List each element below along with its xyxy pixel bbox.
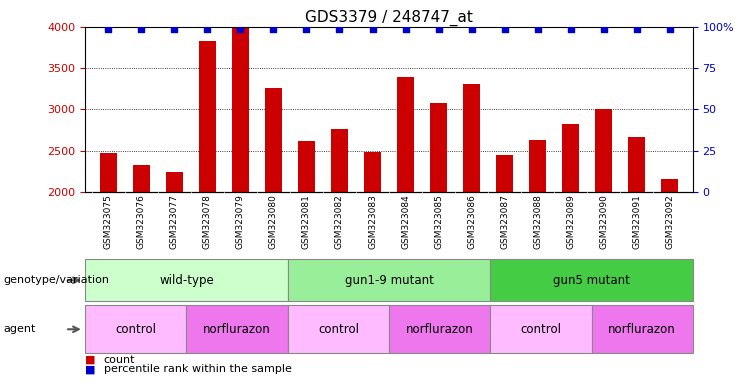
Text: GSM323085: GSM323085 (434, 194, 443, 249)
Bar (288, 259, 491, 301)
Point (234, 25, 246, 31)
Point (465, 25, 477, 31)
Bar (491, 305, 591, 353)
Point (136, 25, 147, 31)
Text: GSM323082: GSM323082 (335, 194, 344, 249)
Text: gun5 mutant: gun5 mutant (553, 274, 630, 287)
Text: GSM323092: GSM323092 (665, 194, 674, 249)
Point (532, 25, 544, 31)
Text: percentile rank within the sample: percentile rank within the sample (104, 364, 292, 374)
Text: GSM323086: GSM323086 (467, 194, 476, 249)
Bar (389, 305, 491, 353)
Text: ■: ■ (85, 364, 96, 374)
Text: GSM323081: GSM323081 (302, 194, 311, 249)
Bar (85, 259, 288, 301)
Bar (187, 305, 288, 353)
Text: GSM323088: GSM323088 (533, 194, 542, 249)
Text: GSM323087: GSM323087 (500, 194, 509, 249)
Text: GSM323076: GSM323076 (137, 194, 146, 249)
Text: GSM323077: GSM323077 (170, 194, 179, 249)
Bar (491, 259, 693, 301)
Bar (431, 103, 447, 192)
Point (268, 25, 279, 31)
Bar (288, 305, 389, 353)
Point (631, 25, 642, 31)
Text: genotype/variation: genotype/variation (4, 275, 110, 285)
Bar (591, 305, 693, 353)
Point (598, 25, 610, 31)
Bar (365, 152, 381, 192)
Bar (662, 179, 678, 192)
Point (565, 25, 576, 31)
Bar (562, 124, 579, 192)
Text: GSM323080: GSM323080 (269, 194, 278, 249)
Bar (529, 140, 546, 192)
Point (333, 25, 345, 31)
Point (367, 25, 379, 31)
Bar (166, 172, 182, 192)
Bar (331, 129, 348, 192)
Bar (265, 88, 282, 192)
Text: GSM323079: GSM323079 (236, 194, 245, 249)
Text: GSM323090: GSM323090 (599, 194, 608, 249)
Text: norflurazon: norflurazon (203, 323, 271, 336)
Text: agent: agent (4, 324, 36, 334)
Text: gun1-9 mutant: gun1-9 mutant (345, 274, 433, 287)
Text: count: count (104, 355, 136, 365)
Bar (596, 109, 612, 192)
Point (499, 25, 511, 31)
Text: GSM323075: GSM323075 (104, 194, 113, 249)
Title: GDS3379 / 248747_at: GDS3379 / 248747_at (305, 9, 473, 25)
Point (399, 25, 411, 31)
Bar (85, 305, 187, 353)
Bar (628, 137, 645, 192)
Text: GSM323091: GSM323091 (632, 194, 641, 249)
Text: wild-type: wild-type (159, 274, 214, 287)
Bar (232, 28, 249, 192)
Bar (298, 141, 315, 192)
Text: control: control (116, 323, 156, 336)
Bar (496, 155, 513, 192)
Bar (199, 41, 216, 192)
Text: GSM323078: GSM323078 (203, 194, 212, 249)
Point (202, 25, 213, 31)
Text: GSM323084: GSM323084 (401, 194, 410, 249)
Bar (397, 77, 413, 192)
Text: GSM323083: GSM323083 (368, 194, 377, 249)
Text: control: control (520, 323, 562, 336)
Point (664, 25, 676, 31)
Point (102, 25, 114, 31)
Text: norflurazon: norflurazon (406, 323, 473, 336)
Text: GSM323089: GSM323089 (566, 194, 575, 249)
Text: control: control (318, 323, 359, 336)
Text: norflurazon: norflurazon (608, 323, 676, 336)
Bar (100, 153, 116, 192)
Text: ■: ■ (85, 355, 96, 365)
Point (433, 25, 445, 31)
Point (301, 25, 313, 31)
Bar (463, 84, 480, 192)
Bar (133, 165, 150, 192)
Point (168, 25, 180, 31)
